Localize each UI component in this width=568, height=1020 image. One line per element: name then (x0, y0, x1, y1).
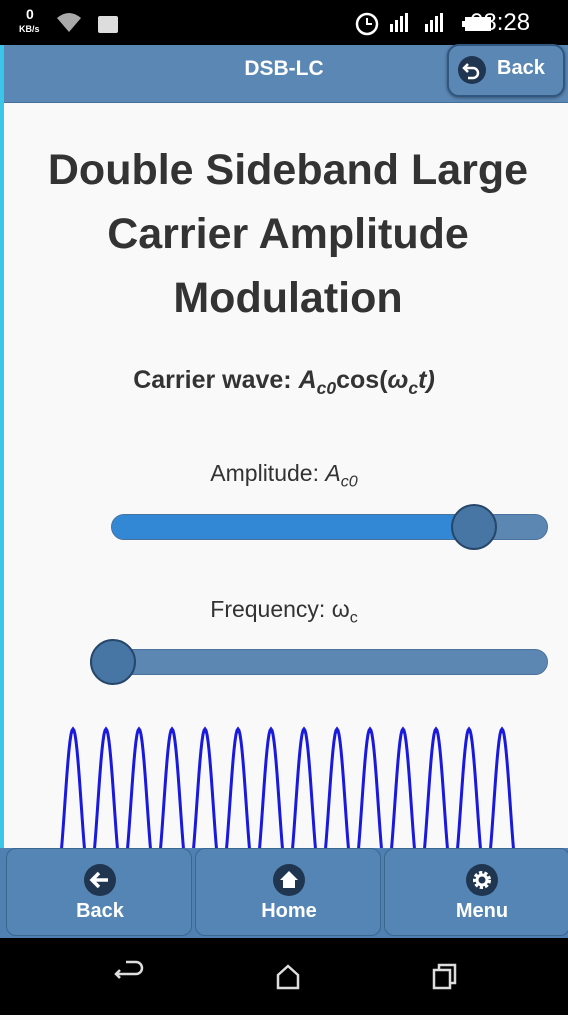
sub: c (349, 608, 358, 627)
label: Home (261, 900, 317, 922)
label: Menu (455, 900, 509, 922)
clock: 08:28 (470, 9, 531, 36)
slider-track[interactable] (90, 649, 548, 675)
slider-thumb[interactable] (90, 639, 136, 685)
slider-label: Frequency: ωc (0, 596, 568, 628)
footer-back[interactable]: Back (6, 848, 192, 936)
edge (0, 45, 4, 938)
func: cos( (336, 366, 388, 394)
nav-back[interactable] (114, 960, 144, 979)
amp-sub: c0 (316, 378, 337, 398)
speed-unit: KB/s (19, 24, 40, 34)
symbol: A (325, 460, 341, 486)
status-bar: 0 KB/s 08:28 (0, 0, 568, 45)
amp-symbol: A (298, 366, 317, 394)
icon (273, 864, 305, 896)
header: DSB-LC Back (0, 44, 568, 103)
speed-value: 0 (26, 6, 34, 22)
carrier-label: Carrier wave: (133, 366, 292, 394)
back-label: Back (497, 57, 545, 79)
footer-home[interactable]: Home (195, 848, 381, 936)
header-title: DSB-LC (244, 57, 324, 80)
symbol: ω (331, 596, 350, 622)
freq-symbol: ω (387, 366, 409, 394)
label: Frequency: (210, 596, 326, 622)
icon (466, 864, 498, 896)
page-title: Double Sideband Large Carrier Amplitude … (47, 146, 529, 322)
sub: c0 (340, 472, 358, 491)
freq-sub: c (408, 378, 419, 398)
slider-fill (112, 515, 476, 539)
carrier-formula: Carrier wave: Ac0cos(ωct) (0, 366, 568, 399)
nav-home[interactable] (276, 964, 300, 990)
back-button[interactable]: Back (447, 44, 565, 97)
icon (84, 864, 116, 896)
nav-bar (0, 938, 568, 1015)
nav-recent[interactable] (432, 963, 457, 990)
footer: Back Home Menu (0, 848, 568, 938)
label: Back (76, 900, 124, 922)
tail: t) (418, 366, 435, 394)
nav-icons (114, 960, 457, 990)
slider-label: Amplitude: Ac0 (0, 460, 568, 492)
slider-thumb[interactable] (451, 504, 498, 550)
label: Amplitude: (210, 460, 319, 486)
footer-menu[interactable]: Menu (384, 848, 568, 936)
back-icon (458, 56, 486, 84)
status-icons (57, 12, 491, 36)
